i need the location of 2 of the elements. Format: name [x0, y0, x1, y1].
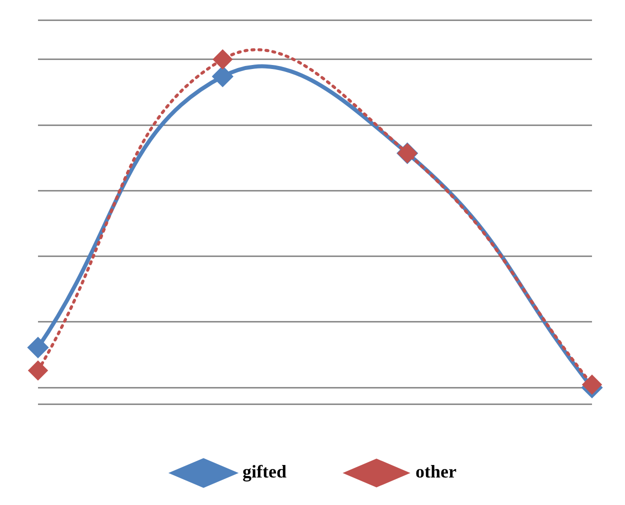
- legend-label: gifted: [242, 462, 287, 482]
- legend-label: other: [416, 462, 456, 482]
